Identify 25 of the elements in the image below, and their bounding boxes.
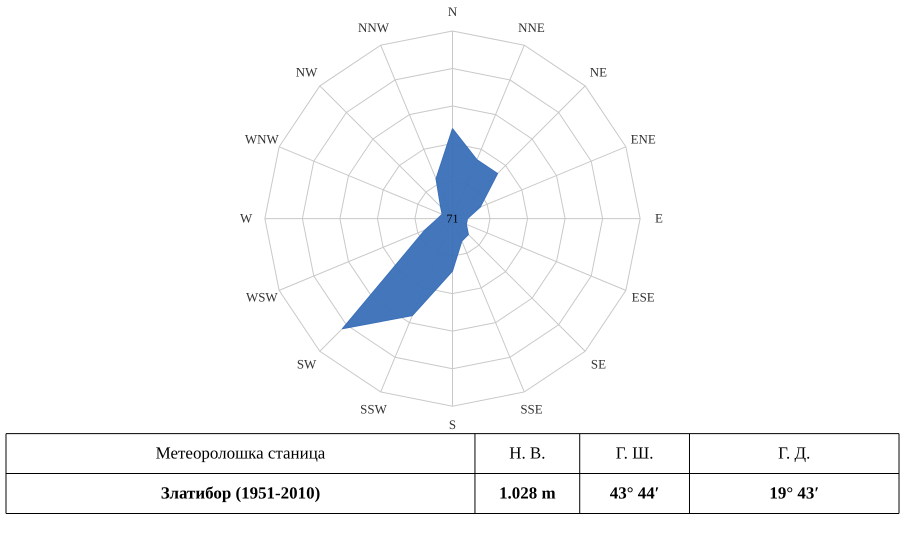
spoke-label: NNW	[358, 20, 390, 35]
text: 19° 43′	[769, 483, 820, 502]
spoke-label: SW	[296, 356, 318, 372]
text: Метеоролошка станица	[156, 444, 326, 463]
spoke-label: NNE	[518, 20, 545, 35]
text: Н. В.	[509, 444, 546, 463]
text: Г. Ш.	[616, 444, 654, 463]
spoke-label: NE	[590, 64, 608, 80]
text: Г. Д.	[778, 444, 810, 463]
text: 71	[446, 212, 458, 226]
spoke-label: N	[448, 4, 458, 20]
text: 43° 44′	[610, 483, 660, 502]
spoke-label: WNW	[244, 132, 280, 147]
text: 1.028 m	[499, 483, 556, 502]
spoke-label: SE	[590, 356, 606, 372]
text: Златибор (1951-2010)	[160, 483, 320, 502]
spoke-label: WSW	[246, 290, 278, 305]
spoke-label: NW	[296, 64, 318, 80]
spoke-label: SSE	[520, 401, 543, 416]
spoke-label: ESE	[632, 290, 655, 305]
spoke-label: E	[654, 210, 663, 226]
spoke-label: SSW	[360, 401, 388, 416]
spoke-label: S	[448, 416, 456, 432]
spoke-label: ENE	[630, 132, 656, 147]
spoke-label: W	[240, 210, 253, 226]
